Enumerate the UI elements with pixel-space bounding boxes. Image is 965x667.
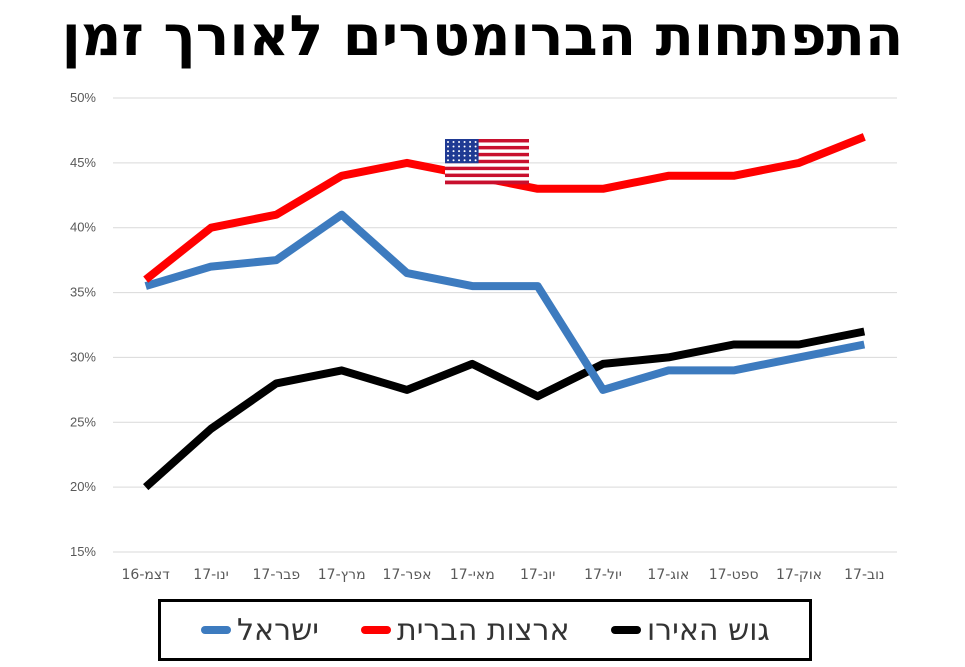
flag-star	[458, 154, 461, 157]
y-tick-label: 35%	[70, 285, 96, 300]
flag-star	[452, 141, 455, 143]
flag-star	[469, 150, 472, 153]
flag-star	[458, 150, 461, 153]
y-tick-label: 25%	[70, 414, 96, 429]
x-tick-label: אוג-17	[647, 567, 689, 583]
series-lines	[143, 133, 866, 491]
flag-star	[463, 141, 466, 143]
flag-star	[463, 159, 466, 162]
legend-item-israel: ישראל	[201, 602, 319, 658]
flag-stripe	[445, 159, 529, 164]
x-axis-ticks: דצמ-16 ינו-17 פבר-17 מרץ-17 אפר-17 מאי-17 יונ-…	[121, 567, 884, 583]
flag-star	[474, 150, 477, 153]
flag-star	[474, 159, 477, 162]
legend: ישראל ארצות הברית גוש האירו	[158, 599, 812, 661]
legend-swatch-israel	[201, 626, 231, 634]
flag-star	[469, 141, 472, 143]
flag-stripe	[445, 163, 529, 167]
x-tick-label: פבר-17	[253, 567, 301, 583]
y-tick-label: 40%	[70, 220, 96, 235]
us-flag-icon	[445, 139, 529, 185]
flag-stripe	[445, 139, 529, 143]
series-line-israel	[144, 210, 866, 394]
x-tick-label: נוב-17	[844, 567, 884, 583]
y-tick-label: 30%	[70, 349, 96, 364]
flag-stripe	[445, 156, 529, 161]
flag-star	[447, 154, 449, 157]
flag-star	[463, 145, 466, 148]
flag-star	[458, 145, 461, 148]
legend-item-eurozone: גוש האירו	[611, 602, 770, 658]
legend-label-eurozone: גוש האירו	[647, 612, 770, 648]
legend-swatch-eurozone	[611, 626, 641, 634]
x-tick-label: דצמ-16	[121, 567, 170, 583]
flag-star	[452, 159, 455, 162]
flag-stripe	[445, 149, 529, 154]
x-tick-label: מרץ-17	[318, 567, 366, 583]
flag-stripe	[445, 142, 529, 147]
flag-star	[447, 141, 449, 143]
y-tick-label: 20%	[70, 479, 96, 494]
x-tick-label: ינו-17	[193, 567, 228, 583]
flag-star	[463, 154, 466, 157]
flag-star	[447, 145, 449, 148]
y-tick-label: 15%	[70, 544, 96, 559]
flag-star	[452, 145, 455, 148]
flag-star	[463, 150, 466, 153]
legend-item-usa: ארצות הברית	[361, 602, 570, 658]
flag-canton	[445, 139, 479, 164]
flag-star	[447, 150, 449, 153]
flag-stripe	[445, 173, 529, 178]
x-tick-label: מאי-17	[450, 567, 495, 583]
flag-star	[452, 150, 455, 153]
y-tick-label: 50%	[70, 90, 96, 105]
line-chart: 15% 20% 25% 30% 35% 40% 45% 50% דצמ-16 ינו-17 פבר…	[70, 90, 897, 583]
flag-stripe	[445, 177, 529, 181]
gridlines	[113, 97, 897, 553]
x-tick-label: אוק-17	[776, 567, 822, 583]
flag-star	[458, 141, 461, 143]
chart-title: התפתחות הברומטרים לאורך זמן	[61, 4, 904, 69]
flag-star	[469, 145, 472, 148]
flag-star	[474, 145, 477, 148]
legend-label-usa: ארצות הברית	[397, 612, 570, 648]
flag-stripe	[445, 145, 529, 150]
flag-stripe	[445, 170, 529, 174]
legend-label-israel: ישראל	[237, 612, 320, 648]
flag-star	[452, 154, 455, 157]
x-tick-label: אפר-17	[383, 567, 432, 583]
flag-star	[447, 159, 449, 162]
legend-swatch-usa	[361, 626, 391, 634]
y-tick-label: 45%	[70, 155, 96, 170]
flag-stripe	[445, 152, 529, 157]
series-line-eurozone	[143, 327, 866, 491]
flag-star	[469, 154, 472, 157]
y-axis-ticks: 15% 20% 25% 30% 35% 40% 45% 50%	[70, 90, 96, 559]
x-tick-label: יול-17	[584, 567, 622, 583]
flag-star	[458, 159, 461, 162]
x-tick-label: ספט-17	[709, 567, 759, 583]
flag-stripe	[445, 166, 529, 171]
x-tick-label: יונ-17	[520, 567, 555, 583]
flag-star	[469, 159, 472, 162]
flag-star	[474, 141, 477, 143]
flag-star	[474, 154, 477, 157]
flag-stripe	[445, 180, 529, 185]
